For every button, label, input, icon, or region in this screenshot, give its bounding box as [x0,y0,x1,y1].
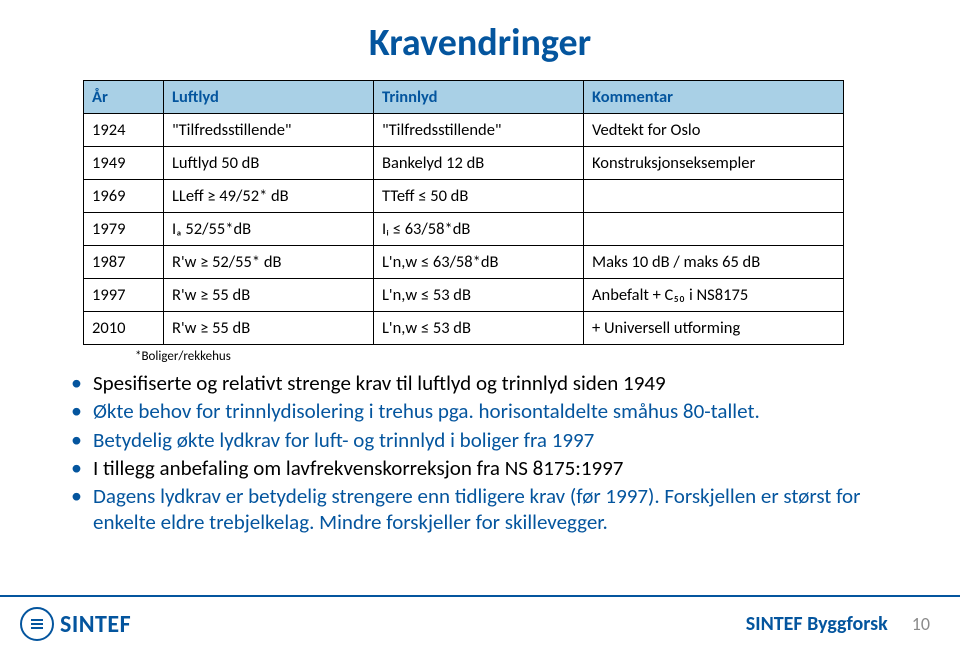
col-trinnlyd: Trinnlyd [374,81,584,114]
col-kommentar: Kommentar [584,81,844,114]
cell: 1924 [84,114,164,147]
sintef-logo: SINTEF [20,607,131,641]
cell: "Tilfredsstillende" [164,114,374,147]
bullet-text: Økte behov for trinnlydisolering i trehu… [93,398,760,424]
slide: Kravendringer År Luftlyd Trinnlyd Kommen… [0,0,960,651]
col-year: År [84,81,164,114]
bullet-item: Økte behov for trinnlydisolering i trehu… [71,398,905,424]
table-row: 1987 R'w ≥ 52/55* dB L'n,w ≤ 63/58*dB Ma… [84,246,844,279]
page-title: Kravendringer [55,20,905,66]
table-row: 1997 R'w ≥ 55 dB L'n,w ≤ 53 dB Anbefalt … [84,279,844,312]
brand-text: SINTEF Byggforsk [746,612,888,636]
table-row: 1924 "Tilfredsstillende" "Tilfredsstille… [84,114,844,147]
cell: 1997 [84,279,164,312]
bullet-text: I tillegg anbefaling om lavfrekvenskorre… [93,455,623,481]
cell [584,213,844,246]
bullet-item: Spesifiserte og relativt strenge krav ti… [71,370,905,396]
cell: 1979 [84,213,164,246]
bullet-text: Betydelig økte lydkrav for luft- og trin… [93,427,594,453]
sintef-logo-icon [20,607,54,641]
cell: L'n,w ≤ 53 dB [374,279,584,312]
cell: L'n,w ≤ 53 dB [374,312,584,345]
footer-right: SINTEF Byggforsk 10 [746,612,930,636]
cell [584,180,844,213]
cell: "Tilfredsstillende" [374,114,584,147]
table-row: 2010 R'w ≥ 55 dB L'n,w ≤ 53 dB + Univers… [84,312,844,345]
cell: Maks 10 dB / maks 65 dB [584,246,844,279]
cell: LLeff ≥ 49/52* dB [164,180,374,213]
bullet-item: Betydelig økte lydkrav for luft- og trin… [71,427,905,453]
bullet-item: Dagens lydkrav er betydelig strengere en… [71,483,905,536]
cell: R'w ≥ 55 dB [164,312,374,345]
table-row: 1949 Luftlyd 50 dB Bankelyd 12 dB Konstr… [84,147,844,180]
cell: R'w ≥ 52/55* dB [164,246,374,279]
cell: Luftlyd 50 dB [164,147,374,180]
cell: 1987 [84,246,164,279]
bullet-text: Dagens lydkrav er betydelig strengere en… [93,483,860,535]
table-header-row: År Luftlyd Trinnlyd Kommentar [84,81,844,114]
cell: Bankelyd 12 dB [374,147,584,180]
cell: Konstruksjonseksempler [584,147,844,180]
cell: L'n,w ≤ 63/58*dB [374,246,584,279]
requirements-table: År Luftlyd Trinnlyd Kommentar 1924 "Tilf… [83,80,844,345]
cell: 2010 [84,312,164,345]
bullet-text: Spesifiserte og relativt strenge krav ti… [93,370,666,396]
cell: 1969 [84,180,164,213]
cell: TTeff ≤ 50 dB [374,180,584,213]
cell: Iᵢ ≤ 63/58*dB [374,213,584,246]
cell: + Universell utforming [584,312,844,345]
page-number: 10 [912,613,930,635]
cell: R'w ≥ 55 dB [164,279,374,312]
footer: SINTEF SINTEF Byggforsk 10 [0,595,960,651]
col-luftlyd: Luftlyd [164,81,374,114]
table-row: 1979 Iₐ 52/55*dB Iᵢ ≤ 63/58*dB [84,213,844,246]
cell: Anbefalt + C₅₀ i NS8175 [584,279,844,312]
bullet-item: I tillegg anbefaling om lavfrekvenskorre… [71,455,905,481]
table-row: 1969 LLeff ≥ 49/52* dB TTeff ≤ 50 dB [84,180,844,213]
sintef-logo-text: SINTEF [60,610,131,639]
cell: Vedtekt for Oslo [584,114,844,147]
table-footnote: *Boliger/rekkehus [135,349,905,364]
cell: 1949 [84,147,164,180]
cell: Iₐ 52/55*dB [164,213,374,246]
bullet-list: Spesifiserte og relativt strenge krav ti… [71,370,905,536]
